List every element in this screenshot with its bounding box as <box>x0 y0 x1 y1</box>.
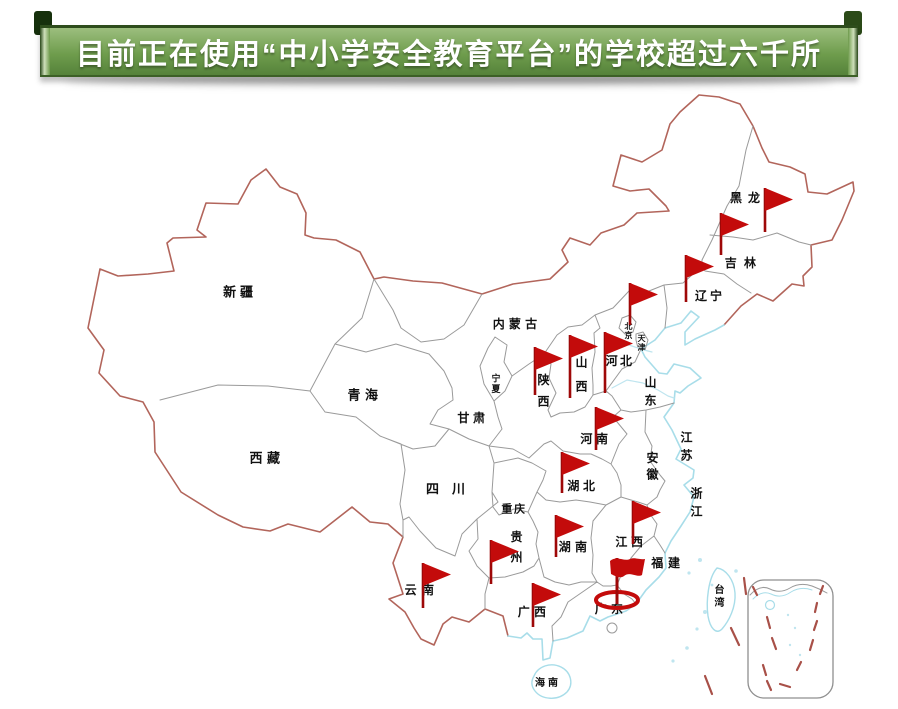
inset-coast <box>749 583 828 596</box>
hk-macau-circle <box>606 622 618 634</box>
nine-dash-line-outside <box>703 576 748 696</box>
inset-coast-sea <box>752 587 813 600</box>
hainan-island <box>531 664 572 699</box>
national-border <box>87 94 855 646</box>
south-china-sea-inset <box>747 579 834 699</box>
inset-hainan <box>764 599 776 611</box>
taiwan-island <box>706 567 736 632</box>
banner-title: 目前正在使用“中小学安全教育平台”的学校超过六千所 <box>75 38 822 71</box>
nine-dash-line <box>751 584 825 692</box>
offshore-islands <box>671 558 738 663</box>
coastline <box>507 310 725 661</box>
province-borders <box>159 125 812 642</box>
banner: 目前正在使用“中小学安全教育平台”的学校超过六千所 <box>40 25 858 77</box>
banner-drop-shadow <box>64 77 834 85</box>
inset-islets <box>786 613 802 657</box>
